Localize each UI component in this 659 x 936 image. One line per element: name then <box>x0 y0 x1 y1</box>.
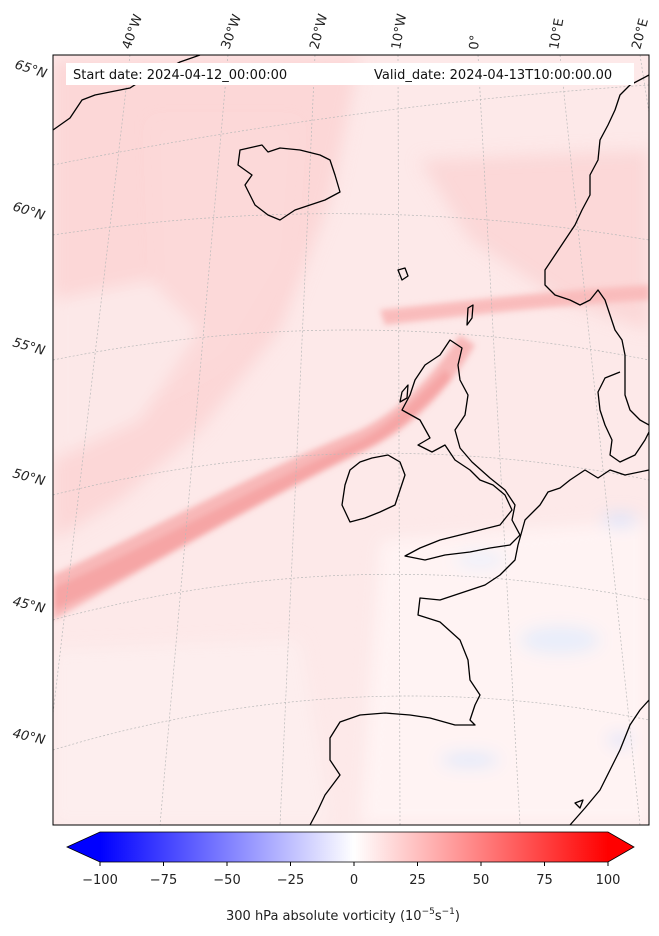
lon-label-10w: 10°W <box>389 13 410 51</box>
colorbar-tick-label: 0 <box>350 873 358 888</box>
map-frame <box>52 54 650 826</box>
lon-label-20e: 20°E <box>629 17 652 51</box>
mediterranean-coast <box>569 699 649 825</box>
iceland-coast <box>237 144 341 221</box>
colorbar-tick-label: −25 <box>277 873 304 888</box>
denmark-coast <box>597 371 649 463</box>
shetland-islands <box>466 304 474 326</box>
faroe-islands <box>397 267 409 281</box>
colorbar-tick-label: 75 <box>536 873 553 888</box>
lat-label-50n: 50°N <box>11 466 47 489</box>
balearic <box>574 799 584 809</box>
info-bar <box>66 63 634 85</box>
colorbar-gradient <box>100 832 608 862</box>
ireland-coast <box>341 454 406 523</box>
scotland-england-coast <box>401 339 521 561</box>
lon-label-30w: 30°W <box>219 12 245 51</box>
lat-label-55n: 55°N <box>11 335 47 359</box>
colorbar-tick-label: −75 <box>150 873 177 888</box>
colorbar-min-arrow <box>67 832 100 862</box>
latitude-labels: 65°N 60°N 55°N 50°N 45°N 40°N <box>11 58 49 749</box>
colorbar-tick-label: −50 <box>213 873 240 888</box>
graticule <box>53 55 649 825</box>
colorbar-label: 300 hPa absolute vorticity (10−5s−1) <box>226 907 460 924</box>
lat-label-40n: 40°N <box>11 726 47 748</box>
hebrides <box>399 384 409 403</box>
lat-label-60n: 60°N <box>11 200 47 224</box>
colorbar-ticks: −100 −75 −50 −25 0 25 50 75 100 <box>82 862 620 888</box>
colorbar-tick-label: 100 <box>596 873 621 888</box>
lon-label-0: 0° <box>467 34 483 50</box>
lon-label-10e: 10°E <box>547 17 567 50</box>
longitude-labels: 40°W 30°W 20°W 10°W 0° 10°E 20°E <box>120 12 652 51</box>
norway-coast <box>544 74 649 426</box>
lon-label-20w: 20°W <box>307 12 331 51</box>
vorticity-field <box>53 55 649 825</box>
lon-label-40w: 40°W <box>120 12 146 51</box>
colorbar-tick-label: −100 <box>82 873 118 888</box>
colorbar-max-arrow <box>608 832 634 862</box>
valid-date-text: Valid_date: 2024-04-13T10:00:00.00 <box>374 68 612 83</box>
lat-label-65n: 65°N <box>13 58 49 82</box>
jet-streak-band <box>53 285 649 620</box>
start-date-text: Start date: 2024-04-12_00:00:00 <box>73 68 287 83</box>
colorbar-tick-label: 25 <box>409 873 426 888</box>
colorbar-tick-label: 50 <box>473 873 490 888</box>
lat-label-45n: 45°N <box>11 594 47 617</box>
europe-coast <box>309 469 649 825</box>
map-panel <box>53 55 649 825</box>
colorbar: −100 −75 −50 −25 0 25 50 75 100 300 hPa absolute… <box>66 831 635 924</box>
